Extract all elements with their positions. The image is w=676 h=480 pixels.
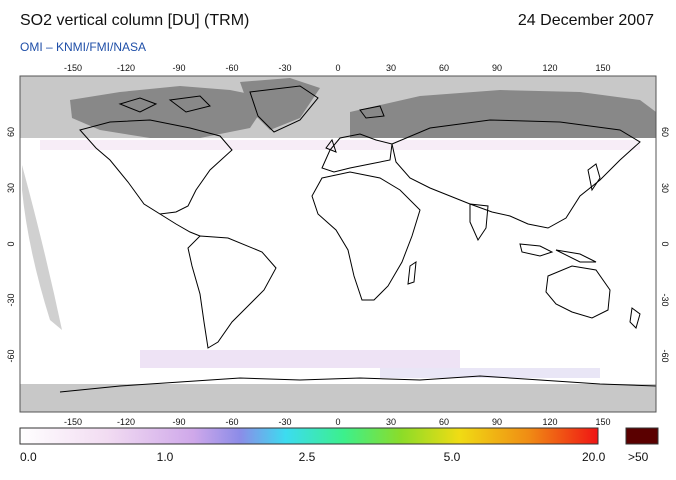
lat-axis-left: 60 30 0 -30 -60	[6, 127, 16, 363]
lat-tick-label-right: 30	[660, 183, 670, 193]
lon-tick-label-top: 90	[492, 63, 502, 73]
colorbar	[19, 427, 599, 445]
lon-tick-label-bottom: -90	[172, 417, 185, 427]
colorbar-label-4: 20.0	[582, 450, 606, 464]
colorbar-label-1: 1.0	[156, 450, 174, 464]
lat-tick-label-left: -30	[6, 293, 16, 306]
no-data-south	[20, 384, 656, 412]
lat-tick-label-left: 60	[6, 127, 16, 137]
lon-axis-top: -150 -120 -90 -60 -30 0 30 60 90 120 150	[64, 63, 611, 73]
map-content	[20, 76, 656, 412]
lon-tick-label-bottom: 0	[335, 417, 340, 427]
lon-tick-label-bottom: -30	[278, 417, 291, 427]
map-date: 24 December 2007	[517, 12, 654, 29]
colorbar-label-3: 5.0	[443, 450, 461, 464]
lon-tick-label-bottom: 150	[595, 417, 610, 427]
lon-tick-label-bottom: -60	[225, 417, 238, 427]
lon-tick-label-bottom: 30	[386, 417, 396, 427]
lat-tick-label-left: 0	[6, 241, 16, 246]
lon-tick-label-bottom: -150	[64, 417, 82, 427]
lon-tick-label-bottom: -120	[117, 417, 135, 427]
lon-tick-label-bottom: 120	[542, 417, 557, 427]
lon-tick-label-bottom: 90	[492, 417, 502, 427]
no-data-swath	[22, 165, 62, 330]
lat-tick-label-right: -60	[660, 349, 670, 362]
lon-tick-label-top: 0	[335, 63, 340, 73]
lon-tick-label-top: 30	[386, 63, 396, 73]
lon-tick-label-top: 150	[595, 63, 610, 73]
lon-tick-label-top: -120	[117, 63, 135, 73]
lon-tick-label-top: -90	[172, 63, 185, 73]
lon-tick-label-top: -150	[64, 63, 82, 73]
lon-tick-label-top: 60	[439, 63, 449, 73]
colorbar-label-2: 2.5	[298, 450, 316, 464]
lon-tick-label-top: -60	[225, 63, 238, 73]
data-credit: OMI – KNMI/FMI/NASA	[20, 40, 147, 54]
lon-tick-label-top: 120	[542, 63, 557, 73]
lat-axis-right: 60 30 0 -30 -60	[660, 127, 670, 363]
lat-tick-label-right: -30	[660, 293, 670, 306]
colorbar-overflow-label: >50	[628, 450, 649, 464]
lat-tick-label-left: -60	[6, 349, 16, 362]
lon-axis-bottom: -150 -120 -90 -60 -30 0 30 60 90 120 150	[64, 417, 611, 427]
lon-tick-label-top: -30	[278, 63, 291, 73]
colorbar-label-0: 0.0	[20, 450, 37, 464]
lat-tick-label-right: 0	[660, 241, 670, 246]
lat-tick-label-left: 30	[6, 183, 16, 193]
map-frame	[19, 75, 657, 413]
map-title: SO2 vertical column [DU] (TRM)	[20, 12, 250, 29]
lat-tick-label-right: 60	[660, 127, 670, 137]
lon-tick-label-bottom: 60	[439, 417, 449, 427]
colorbar-overflow-swatch	[625, 427, 659, 445]
